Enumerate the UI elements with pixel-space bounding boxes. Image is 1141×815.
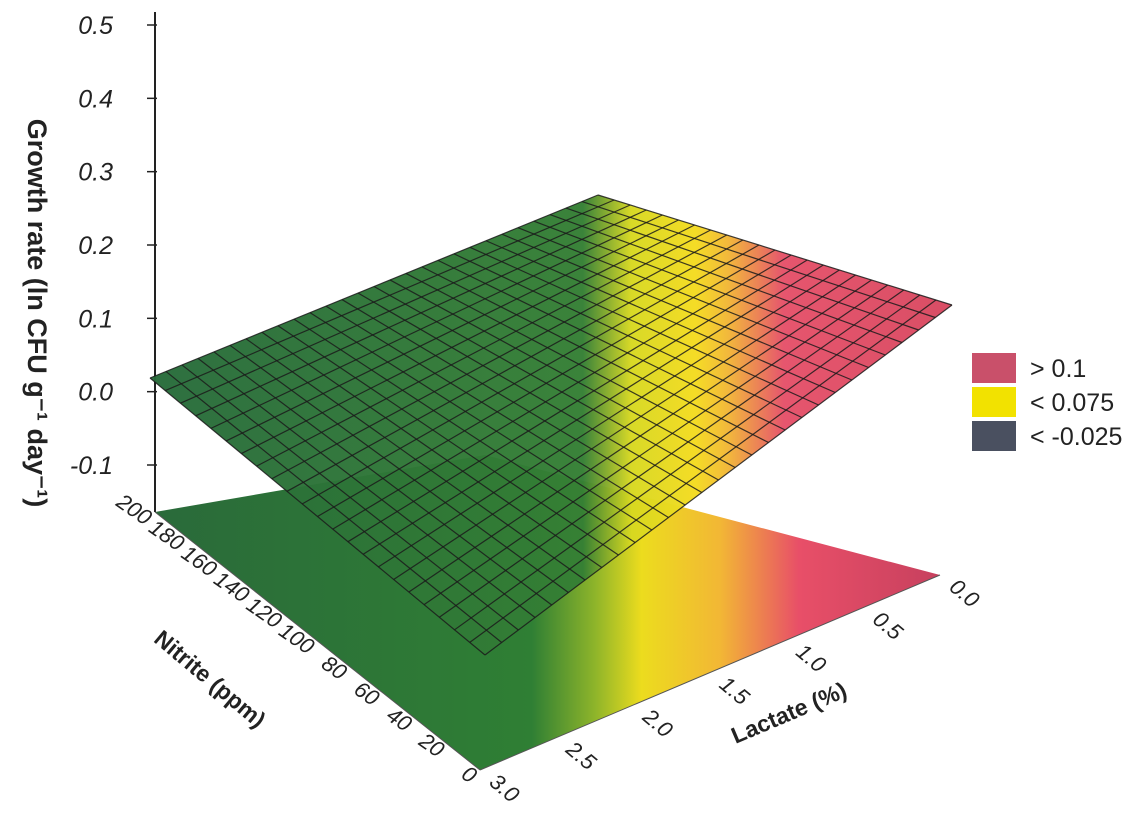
lactate-tick-label: 2.0 [637,703,678,743]
surface-grid-line [438,289,905,618]
lactate-tick-label: 1.0 [791,639,831,678]
surface-grid-line [317,249,776,518]
z-tick-label: -0.1 [70,452,113,480]
surface-grid-line [241,224,695,455]
z-tick-label: 0.0 [78,379,113,407]
surface-grid-line [454,294,921,631]
surface-grid-line [362,264,824,555]
nitrite-tick-label: 200 [111,488,157,531]
surface-grid-line [393,274,856,580]
lactate-tick-label: 1.5 [715,671,755,710]
legend: > 0.1 < 0.075 < -0.025 [972,353,1122,451]
surface-grid-line [286,239,744,492]
lactate-tick-label: 0.5 [868,606,908,645]
surface-grid-line [210,214,663,429]
lactate-tick-label: 2.5 [561,736,602,776]
z-tick-label: 0.3 [78,159,113,187]
y-axis-title: Growth rate (ln CFU g⁻¹ day⁻¹) [22,119,52,508]
surface-grid-line [195,209,647,417]
surface-grid-line [484,304,953,656]
surface-grid-line [408,279,872,593]
surface-grid-line [332,254,792,530]
nitrite-axis-title: Nitrite (ppm) [149,625,270,733]
surface-grid-line [347,259,808,543]
legend-swatch-low [972,421,1016,451]
z-tick-label: 0.5 [78,12,113,40]
surface-grid-line [180,204,631,404]
surface-grid-line [256,229,711,467]
nitrite-tick-label: 0 [457,761,482,789]
legend-swatch-mid [972,387,1016,417]
z-tick-label: 0.4 [78,85,113,113]
surface-grid-line [149,194,599,379]
legend-label-high: > 0.1 [1030,355,1086,383]
surface-grid-line [301,244,760,505]
surface-grid-line [164,199,615,392]
surface-grid-line [378,269,840,568]
z-axis-ticks: 0.5 0.4 0.3 0.2 0.1 0.0 -0.1 [70,12,157,480]
surface-grid-line [225,219,679,442]
legend-label-mid: < 0.075 [1030,389,1114,417]
z-tick-label: 0.2 [78,232,113,260]
surface-grid-line [271,234,728,480]
legend-swatch-high [972,353,1016,383]
surface-grid-line [469,299,937,643]
z-tick-label: 0.1 [78,305,113,333]
lactate-tick-label: 3.0 [485,769,525,808]
surface-grid-lines [149,194,953,656]
lactate-axis-line [479,574,941,771]
nitrite-axis-line [154,511,481,771]
lactate-tick-label: 0.0 [945,574,985,613]
surface-grid-line [423,284,888,606]
legend-label-low: < -0.025 [1030,423,1122,451]
